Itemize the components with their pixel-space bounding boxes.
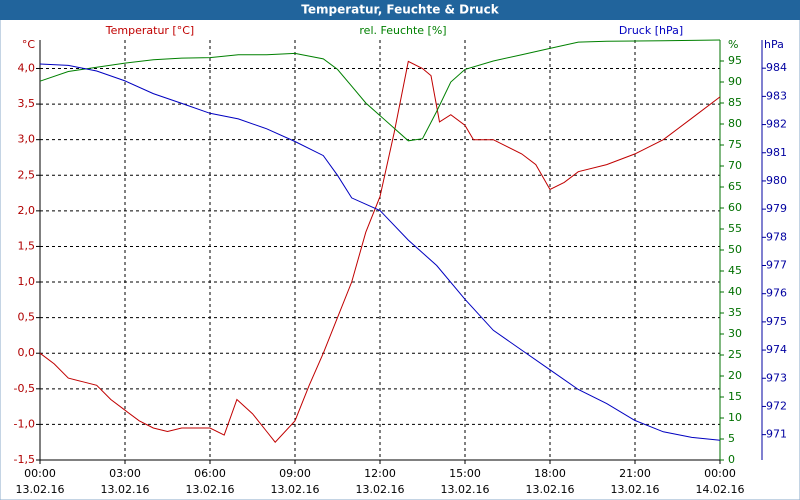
y-unit: °C [22,38,36,51]
series-label: Druck [hPa] [619,24,683,37]
y2-tick-label: 80 [728,117,742,130]
x-tick-date: 13.02.16 [526,483,575,496]
y2-tick-label: 75 [728,138,742,151]
y2-tick-label: 20 [728,369,742,382]
y-tick-label: 2,0 [18,204,36,217]
x-tick-date: 13.02.16 [611,483,660,496]
y-tick-label: -0,5 [14,382,35,395]
y3-tick-label: 976 [766,287,787,300]
y3-tick-label: 983 [766,89,787,102]
y3-tick-label: 984 [766,61,787,74]
y2-tick-label: 70 [728,159,742,172]
y2-tick-label: 15 [728,390,742,403]
y2-tick-label: 0 [728,453,735,466]
series-line [39,39,721,142]
y3-tick-label: 982 [766,118,787,131]
x-tick-date: 14.02.16 [696,483,745,496]
x-tick-label: 03:00 [109,467,141,480]
y3-tick-label: 972 [766,399,787,412]
y-tick-label: 1,5 [18,239,36,252]
x-tick-label: 18:00 [534,467,566,480]
y2-tick-label: 30 [728,327,742,340]
y-tick-label: -1,0 [14,417,35,430]
x-tick-label: 00:00 [24,467,56,480]
y2-tick-label: 85 [728,96,742,109]
y3-tick-label: 980 [766,174,787,187]
y2-tick-label: 50 [728,243,742,256]
x-tick-date: 13.02.16 [186,483,235,496]
y3-tick-label: 975 [766,315,787,328]
chart-title: Temperatur, Feuchte & Druck [301,3,499,17]
y2-tick-label: 10 [728,411,742,424]
x-tick-label: 06:00 [194,467,226,480]
y3-tick-label: 981 [766,146,787,159]
y-tick-label: 3,5 [18,97,36,110]
y2-tick-label: 95 [728,54,742,67]
y-tick-label: 2,5 [18,168,36,181]
y-tick-label: 4,0 [18,61,36,74]
x-tick-date: 13.02.16 [271,483,320,496]
y2-tick-label: 25 [728,348,742,361]
y3-tick-label: 971 [766,428,787,441]
title-bar [0,0,800,20]
y3-tick-label: 973 [766,371,787,384]
x-tick-label: 15:00 [449,467,481,480]
y-tick-label: 3,0 [18,133,36,146]
y3-tick-label: 979 [766,202,787,215]
y-tick-label: 0,5 [18,311,36,324]
series-line [39,60,721,443]
y-tick-label: 0,0 [18,346,36,359]
x-tick-date: 13.02.16 [356,483,405,496]
series-label: rel. Feuchte [%] [359,24,446,37]
y2-unit: % [728,38,738,51]
y2-tick-label: 45 [728,264,742,277]
y2-tick-label: 35 [728,306,742,319]
y-tick-label: 1,0 [18,275,36,288]
series-label: Temperatur [°C] [105,24,194,37]
y3-tick-label: 977 [766,259,787,272]
y2-tick-label: 65 [728,180,742,193]
y-tick-label: -1,5 [14,453,35,466]
x-tick-date: 13.02.16 [16,483,65,496]
y2-tick-label: 60 [728,201,742,214]
y2-tick-label: 5 [728,432,735,445]
x-tick-label: 00:00 [704,467,736,480]
y2-tick-label: 90 [728,75,742,88]
y3-tick-label: 978 [766,230,787,243]
x-tick-label: 09:00 [279,467,311,480]
y3-tick-label: 974 [766,343,787,356]
y2-tick-label: 40 [728,285,742,298]
y2-tick-label: 55 [728,222,742,235]
x-tick-date: 13.02.16 [441,483,490,496]
x-tick-date: 13.02.16 [101,483,150,496]
x-tick-label: 12:00 [364,467,396,480]
x-tick-label: 21:00 [619,467,651,480]
series-line [39,63,721,441]
y3-unit: hPa [764,38,784,51]
